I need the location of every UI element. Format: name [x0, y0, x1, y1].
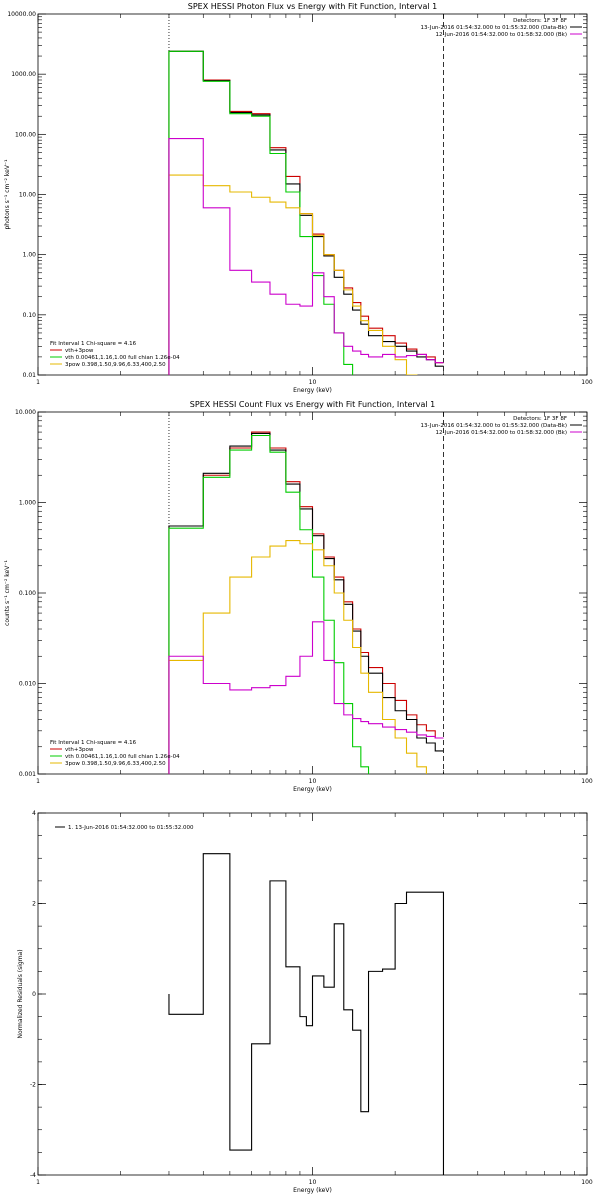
x-tick-label: 100	[581, 778, 593, 785]
y-tick-label: 1.000	[19, 500, 36, 507]
y-tick-label: 2	[32, 901, 36, 908]
y-tick-label: 4	[32, 810, 36, 817]
y-tick-label: 1.00	[23, 252, 37, 259]
y-tick-label: 0.010	[19, 681, 36, 688]
x-axis-label: Energy (keV)	[293, 786, 332, 793]
legend-label: 1. 13-Jun-2016 01:54:32.000 to 01:55:32.…	[68, 825, 194, 831]
info-line: 13-Jun-2016 01:54:32.000 to 01:55:32.000…	[421, 423, 567, 429]
y-tick-label: 10.000	[15, 409, 36, 416]
x-axis-label: Energy (keV)	[293, 387, 332, 394]
y-tick-label: -4	[30, 1172, 36, 1179]
series-group	[168, 431, 444, 774]
y-tick-label: -2	[30, 1082, 36, 1089]
legend-label: 3pow 0.398,1.50,9.96,6.33,400,2.50	[65, 362, 166, 368]
x-tick-label: 1	[36, 1179, 40, 1186]
series-line-vth	[168, 50, 354, 375]
y-tick-label: 0.10	[23, 312, 37, 319]
plot-frame	[37, 411, 588, 775]
y-tick-label: 1000.00	[11, 71, 36, 78]
info-line: Detectors: 1F 3F 8F	[513, 416, 567, 422]
legend-label: 3pow 0.398,1.50,9.96,6.33,400,2.50	[65, 761, 166, 767]
legend-title: Fit Interval 1 Chi-square = 4.16	[50, 740, 137, 746]
plot-frame	[37, 13, 588, 376]
series-line-3pow	[168, 174, 418, 375]
x-tick-label: 100	[581, 1179, 593, 1186]
y-tick-label: 10.00	[19, 192, 36, 199]
x-tick-label: 10	[309, 1179, 317, 1186]
legend-label: vth 0.00461,1.16,1.00 full chian 1.26e-0…	[65, 355, 180, 361]
series-group	[168, 50, 444, 375]
y-tick-label: 0	[32, 991, 36, 998]
series-line-vth	[168, 434, 370, 774]
series-line-data-0	[168, 853, 445, 1175]
info-line: Detectors: 1F 3F 8F	[513, 18, 567, 24]
info-line: 13-Jun-2016 01:54:32.000 to 01:55:32.000…	[421, 25, 567, 31]
chart-title: SPEX HESSI Count Flux vs Energy with Fit…	[190, 400, 435, 409]
legend-label: vth+3pow	[65, 348, 94, 354]
x-tick-label: 100	[581, 379, 593, 386]
y-axis-label: counts s⁻¹ cm⁻² keV⁻¹	[4, 560, 11, 626]
y-axis-label: photons s⁻¹ cm⁻² keV⁻¹	[4, 159, 11, 230]
y-tick-label: 100.00	[15, 131, 36, 138]
x-tick-label: 10	[309, 778, 317, 785]
series-line-vth-3pow	[168, 431, 444, 774]
legend-label: vth+3pow	[65, 747, 94, 753]
y-tick-label: 0.100	[19, 590, 36, 597]
y-tick-label: 0.01	[23, 372, 37, 379]
series-line-3pow	[168, 539, 427, 774]
chart-panel-3: 1 10 100 -4 -2 0 2 4 Energy (keV) Normalized Resi…	[17, 810, 593, 1194]
series-line-data-4	[168, 621, 444, 774]
series-group	[168, 853, 445, 1175]
info-line: 12-Jun-2016 01:54:32.000 to 01:58:32.000…	[435, 32, 567, 38]
chart-title: SPEX HESSI Photon Flux vs Energy with Fi…	[188, 2, 438, 11]
x-axis-label: Energy (keV)	[293, 1187, 332, 1194]
legend-title: Fit Interval 1 Chi-square = 4.16	[50, 341, 137, 347]
legend-label: vth 0.00461,1.16,1.00 full chian 1.26e-0…	[65, 754, 180, 760]
info-line: 12-Jun-2016 01:54:32.000 to 01:58:32.000…	[435, 430, 567, 436]
series-line-data-1	[168, 432, 444, 774]
y-axis-label: Normalized Residuals (sigma)	[17, 949, 24, 1038]
y-tick-label: 0.001	[19, 771, 36, 778]
chart-panel-2: SPEX HESSI Count Flux vs Energy with Fit…	[4, 400, 593, 793]
x-tick-label: 10	[309, 379, 317, 386]
x-tick-label: 1	[36, 379, 40, 386]
chart-panel-1: SPEX HESSI Photon Flux vs Energy with Fi…	[4, 2, 593, 394]
series-line-data-4	[168, 138, 444, 375]
y-tick-label: 10000.00	[7, 11, 36, 18]
x-tick-label: 1	[36, 778, 40, 785]
